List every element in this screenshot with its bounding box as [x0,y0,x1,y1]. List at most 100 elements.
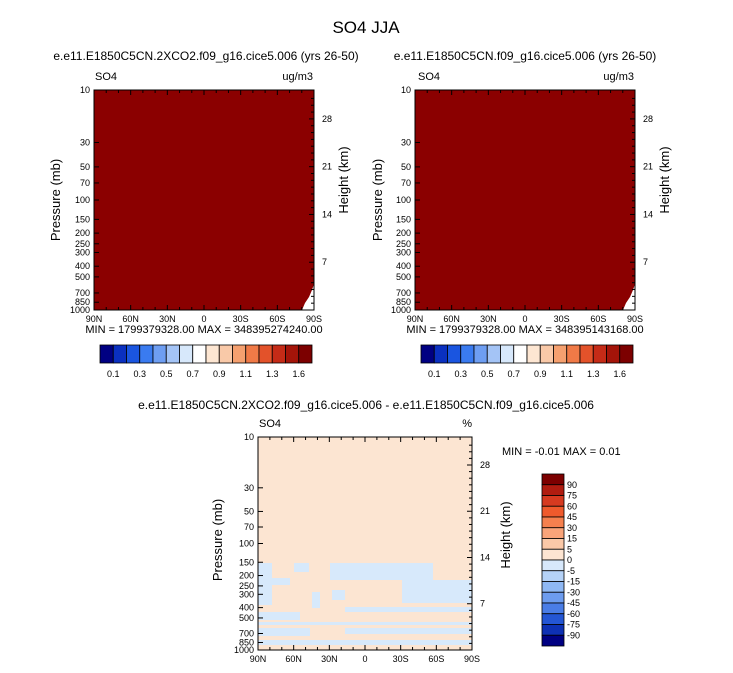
y-tick-label: 150 [75,214,90,224]
colorbar-box [218,344,233,364]
colorbar-box [606,344,621,364]
panel-right-field [415,90,635,310]
x-tick-label: 0 [522,314,527,324]
x-tick-label: 30N [159,314,176,324]
colorbar-label: 0 [567,555,572,565]
y-tick-label: 1000 [234,645,254,655]
y-right-tick-label: 21 [322,162,332,172]
colorbar-box [541,473,565,486]
colorbar-box [486,344,501,364]
x-tick-label: 90S [306,314,322,324]
colorbar-label: -5 [567,566,575,576]
y-right-tick-label: 21 [643,162,653,172]
y-tick-label: 850 [396,297,411,307]
panel-left-title: e.e11.E1850C5CN.2XCO2.f09_g16.cice5.006 … [53,49,358,63]
panel-diff-ylabel: Pressure (mb) [210,499,225,581]
y-tick-label: 30 [80,137,90,147]
panel-right-ylabel-right: Height (km) [657,146,672,213]
y-tick-label: 200 [396,228,411,238]
y-tick-label: 400 [239,603,254,613]
panel-left: e.e11.E1850C5CN.2XCO2.f09_g16.cice5.006 … [48,49,359,336]
panel-left-stats: MIN = 1799379328.00 MAX = 348395274240.0… [85,324,322,336]
x-tick-label: 0 [201,314,206,324]
colorbar-box [232,344,247,364]
y-right-tick-label: 14 [322,209,332,219]
x-tick-label: 30S [393,654,409,664]
x-tick-label: 60S [269,314,285,324]
colorbar-box [447,344,462,364]
colorbar-label: 0.1 [428,369,441,379]
colorbar-label: 0.9 [534,369,547,379]
colorbar-box [541,516,565,529]
y-tick-label: 250 [396,239,411,249]
y-tick-label: 700 [75,288,90,298]
x-tick-label: 30S [554,314,570,324]
colorbar-box [192,344,207,364]
y-right-tick-label: 7 [322,257,327,267]
y-tick-label: 30 [244,483,254,493]
panel-left-ylabel: Pressure (mb) [48,159,63,241]
colorbar-box [500,344,515,364]
y-tick-label: 300 [396,247,411,257]
colorbar-box [258,344,273,364]
colorbar-box [541,613,565,625]
y-tick-label: 850 [239,637,254,647]
y-tick-label: 70 [401,178,411,188]
y-right-tick-label: 7 [643,257,648,267]
colorbar-box [152,344,167,364]
colorbar-box [271,344,286,364]
colorbar-label: 0.9 [213,369,226,379]
colorbar-box [298,344,313,364]
panel-left-species: SO4 [95,71,117,83]
x-tick-label: 60N [285,654,302,664]
x-tick-label: 60N [443,314,460,324]
colorbar-box [541,570,565,582]
colorbar-label: 0.5 [481,369,494,379]
colorbar-box [99,344,114,364]
panel-left-ylabel-right: Height (km) [336,146,351,213]
colorbar-label: 0.7 [507,369,520,379]
colorbar-box [553,344,568,364]
colorbar-left: 0.1 0.3 0.5 0.7 0.9 1.1 1.3 1.6 [99,344,313,379]
colorbar-label: 45 [567,512,577,522]
colorbar-box [541,548,565,561]
y-tick-label: 500 [75,272,90,282]
y-tick-label: 10 [401,85,411,95]
y-tick-label: 300 [75,247,90,257]
y-tick-label: 500 [239,613,254,623]
y-tick-label: 10 [244,432,254,442]
colorbar-right: 0.1 0.3 0.5 0.7 0.9 1.1 1.3 1.6 [420,344,634,379]
colorbar-label: 1.1 [239,369,252,379]
colorbar-box [433,344,448,364]
panel-right-units: ug/m3 [603,71,634,83]
y-tick-label: 150 [239,557,254,567]
colorbar-label: 1.1 [560,369,573,379]
colorbar-box [205,344,220,364]
colorbar-box [566,344,581,364]
panel-diff-stats: MIN = -0.01 MAX = 0.01 [502,446,621,458]
x-tick-label: 90N [250,654,267,664]
colorbar-label: -60 [567,609,580,619]
panel-diff-species: SO4 [259,418,281,430]
panel-right-title: e.e11.E1850C5CN.f09_g16.cice5.006 (yrs 2… [394,49,657,63]
y-tick-label: 50 [80,162,90,172]
colorbar-box [179,344,194,364]
x-tick-label: 30S [233,314,249,324]
colorbar-box [165,344,180,364]
colorbar-label: 0.3 [133,369,146,379]
colorbar-box [112,344,127,364]
y-tick-label: 200 [239,571,254,581]
colorbar-box [541,634,565,647]
y-tick-label: 400 [75,261,90,271]
y-right-tick-label: 28 [322,114,332,124]
panel-right-stats: MIN = 1799379328.00 MAX = 348395143168.0… [406,324,643,336]
panel-diff-title: e.e11.E1850C5CN.2XCO2.f09_g16.cice5.006 … [138,398,594,412]
colorbar-label: 1.3 [587,369,600,379]
y-tick-label: 50 [244,506,254,516]
colorbar-box [592,344,607,364]
panel-left-field [94,90,314,310]
colorbar-label: 0.5 [160,369,173,379]
colorbar-box [541,495,565,507]
